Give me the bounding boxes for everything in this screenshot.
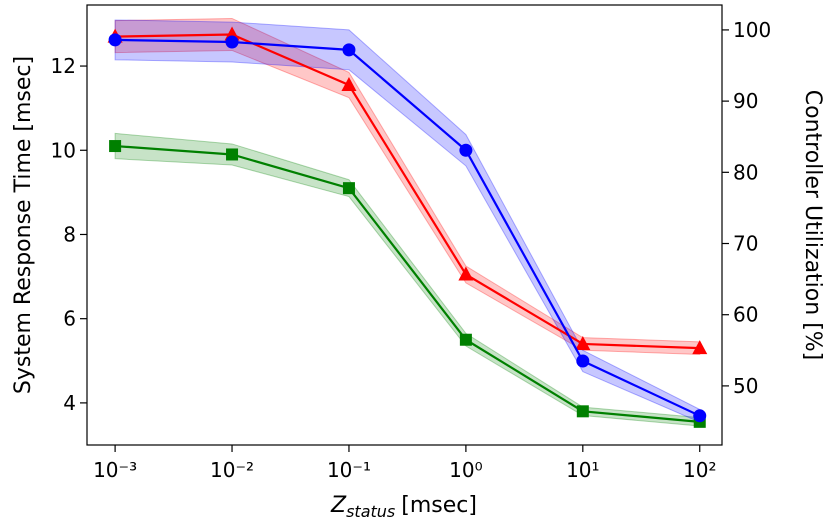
marker xyxy=(342,43,356,57)
y-tick-label: 12 xyxy=(51,54,76,78)
y-axis-label: System Response Time [msec] xyxy=(11,56,36,394)
x-tick-label: 10⁰ xyxy=(449,458,482,482)
marker xyxy=(458,266,474,281)
x-tick-label: 10⁻³ xyxy=(93,458,137,482)
plot-frame xyxy=(86,4,723,446)
series-line xyxy=(115,144,700,423)
x-tick-label: 10¹ xyxy=(566,458,599,482)
y2-tick-label: 100 xyxy=(733,18,771,42)
marker xyxy=(693,409,707,423)
y-tick-label: 4 xyxy=(63,391,76,415)
marker xyxy=(692,340,708,355)
marker xyxy=(576,354,590,368)
error-band xyxy=(114,17,701,355)
x-tick-label: 10² xyxy=(683,458,716,482)
marker xyxy=(459,143,473,157)
marker xyxy=(225,35,239,49)
error-band xyxy=(114,19,701,423)
y2-tick-label: 80 xyxy=(733,160,758,184)
y2-axis-label: Controller Utilization [%] xyxy=(800,90,825,361)
marker xyxy=(226,148,239,161)
y-tick-label: 8 xyxy=(63,222,76,246)
marker xyxy=(108,33,122,47)
series-line xyxy=(115,33,700,350)
y2-tick-label: 90 xyxy=(733,89,758,113)
marker xyxy=(109,140,122,153)
y-tick-label: 10 xyxy=(51,138,76,162)
x-tick-label: 10⁻² xyxy=(210,458,254,482)
marker xyxy=(341,77,357,91)
x-label-main: Z xyxy=(330,493,347,518)
x-label-sub: status xyxy=(346,502,395,521)
marker xyxy=(576,405,589,418)
marker xyxy=(459,333,472,346)
series-line xyxy=(115,38,701,417)
x-tick-label: 10⁻¹ xyxy=(327,458,371,482)
y-tick-label: 6 xyxy=(63,307,76,331)
marker xyxy=(575,335,591,350)
marker xyxy=(342,182,355,195)
x-axis-label: Zstatus [msec] xyxy=(330,493,477,521)
x-label-unit: [msec] xyxy=(401,493,477,518)
y2-tick-label: 70 xyxy=(733,232,758,256)
y2-tick-label: 60 xyxy=(733,303,758,327)
y2-tick-label: 50 xyxy=(733,374,758,398)
